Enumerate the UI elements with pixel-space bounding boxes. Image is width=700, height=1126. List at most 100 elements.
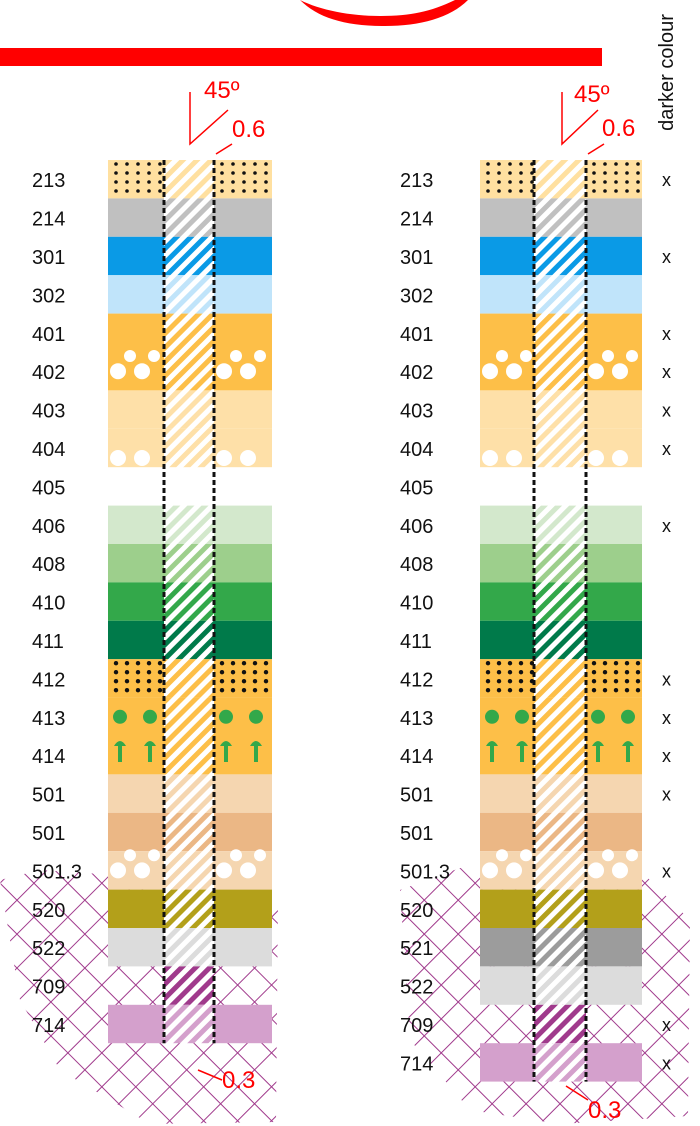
color-swatch-411 [108,620,272,660]
color-swatch-403 [108,390,272,429]
legend-row-404: 404 [32,428,272,468]
code-label: 413 [32,708,65,730]
code-label: 405 [32,477,65,499]
code-label: 411 [32,631,64,653]
stripe-sample-214 [534,198,586,237]
swatch-pattern-404 [110,450,150,466]
color-swatch-301 [108,236,272,276]
bottom-label-right: 0.3 [588,1097,621,1124]
legend-row-501.3: 501.3 x [400,849,671,890]
color-swatch-403 [480,390,642,429]
code-label: 408 [400,554,433,576]
stripe-sample-404 [534,428,586,468]
swatch-pattern-412 [591,661,641,693]
swatch-pattern-501.3 [110,849,160,879]
swatch-pattern-501.3 [588,849,638,879]
color-swatch-401 [480,313,642,352]
legend-row-714: 714 x [400,1043,671,1082]
code-label: 401 [400,324,433,346]
left-legend-column: 213 214 301 302 401 402 403 404 405 406 408 410 411 4… [32,160,272,1044]
stripe-sample-414 [164,736,214,775]
code-label: 412 [32,669,65,691]
stripe-sample-709 [164,966,214,1005]
color-swatch-408 [480,544,642,583]
code-label: 501 [32,823,65,845]
code-label: 214 [32,209,65,231]
code-label: 414 [32,746,65,768]
stripe-sample-410 [534,582,586,621]
legend-row-411: 411 [32,620,272,660]
legend-row-405: 405 [400,477,433,499]
stripe-sample-413 [534,697,586,736]
legend-row-402: 402 x [400,350,671,391]
color-swatch-406 [480,505,642,544]
legend-row-401: 401 [32,313,272,352]
legend-row-501: 501 x [400,774,671,813]
angle-marker-left [189,92,229,146]
stripe-sample-401 [164,313,214,352]
darker-colour-mark: x [662,785,671,805]
stripe-sample-402 [164,352,214,391]
stripe-sample-714 [164,1004,214,1044]
code-label: 501.3 [400,861,450,883]
width-marker-right [587,143,605,155]
width-label-right: 0.6 [602,115,635,142]
stripe-sample-521 [534,928,586,967]
code-label: 406 [400,516,433,538]
code-label: 413 [400,708,433,730]
stripe-sample-412 [534,659,586,698]
swatch-pattern-402 [588,350,638,380]
code-label: 714 [32,1015,65,1037]
color-swatch-402 [480,350,642,391]
legend-row-401: 401 x [400,313,671,352]
code-label: 501.3 [32,861,82,883]
swatch-pattern-404 [588,450,628,466]
color-swatch-213 [480,160,642,199]
code-label: 501 [400,785,433,807]
code-label: 214 [400,209,433,231]
color-swatch-520 [480,889,642,928]
stripe-sample-302 [164,275,214,314]
legend-row-405: 405 [32,477,65,499]
stripe-sample-501 [164,812,214,852]
code-label: 410 [400,593,433,615]
stripe-sample-214 [164,198,214,237]
stripe-sample-301 [534,236,586,276]
color-swatch-412 [480,659,642,698]
color-swatch-410 [108,582,272,621]
code-label: 402 [400,362,433,384]
annotation-left: 45º 0.6 [189,77,265,155]
swatch-pattern-412 [113,661,163,693]
legend-row-403: 403 [32,390,272,429]
legend-row-414: 414 x [400,736,671,775]
legend-row-408: 408 [32,544,272,583]
color-swatch-404 [480,428,642,468]
code-label: 302 [32,285,65,307]
code-label: 302 [400,285,433,307]
width-label-left: 0.6 [232,116,265,143]
legend-row-520: 520 [32,889,272,928]
stripe-sample-522 [534,966,586,1005]
code-label: 714 [400,1053,433,1075]
darker-colour-mark: x [662,362,671,382]
code-label: 405 [400,477,433,499]
color-swatch-501 [480,812,642,852]
legend-row-402: 402 [32,350,272,391]
legend-row-410: 410 [400,582,642,621]
color-swatch-404 [108,428,272,468]
swatch-pattern-413 [485,709,529,724]
code-label: 213 [32,170,65,192]
legend-row-302: 302 [32,275,272,314]
color-swatch-214 [480,198,642,237]
stripe-sample-408 [164,544,214,583]
darker-colour-mark: x [662,170,671,190]
code-label: 522 [32,938,65,960]
stripe-sample-501.3 [534,851,586,890]
darker-colour-header: darker colour [652,2,682,142]
stripe-sample-408 [534,544,586,583]
color-swatch-501 [108,812,272,852]
swatch-pattern-402 [216,350,266,380]
code-label: 501 [400,823,433,845]
stripe-sample-520 [534,889,586,928]
